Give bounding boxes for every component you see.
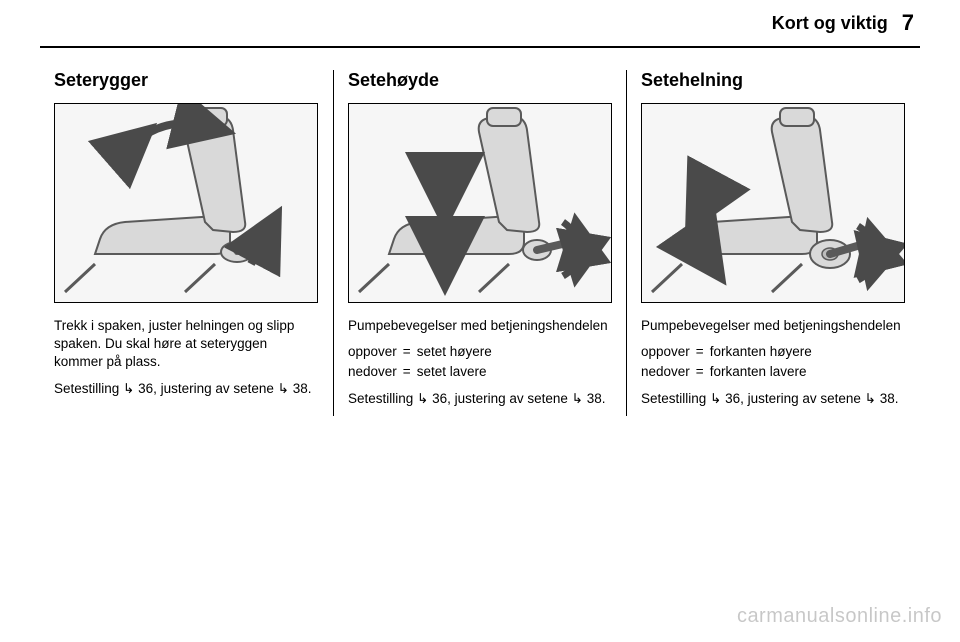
col3-body: Pumpebevegelser med betjenings­hendelen … [641,317,905,408]
equals-sign: = [696,343,704,361]
col3-lead: Pumpebevegelser med betjenings­hendelen [641,317,905,335]
col2-def1-term: oppover [348,343,397,361]
col2-def2-term: nedover [348,363,397,381]
equals-sign: = [403,343,411,361]
col2-tail: Setestilling ↳ 36, justering av se­tene … [348,390,612,408]
col1-body: Trekk i spaken, juster helningen og slip… [54,317,319,398]
equals-sign: = [696,363,704,381]
col3-figure [641,103,905,303]
col3-def2-desc: forkanten lavere [710,363,905,381]
page: Kort og viktig 7 Seterygger [0,0,960,642]
page-header: Kort og viktig 7 [40,0,920,48]
col3-def1-term: oppover [641,343,690,361]
col2-def1-desc: setet høyere [417,343,612,361]
seat-tilt-icon [642,104,905,303]
col3-def1-desc: forkanten høyere [710,343,905,361]
header-page-number: 7 [902,10,914,36]
seat-height-icon [349,104,612,303]
col2-heading: Setehøyde [348,70,612,91]
col1-figure [54,103,318,303]
equals-sign: = [403,363,411,381]
seat-backrest-icon [55,104,318,303]
watermark: carmanualsonline.info [737,605,942,628]
col2-lead: Pumpebevegelser med betjenings­hendelen [348,317,612,335]
col1-para-1: Trekk i spaken, juster helningen og slip… [54,317,319,372]
column-2: Setehøyde [333,70,626,416]
col2-def2-desc: setet lavere [417,363,612,381]
col2-body: Pumpebevegelser med betjenings­hendelen … [348,317,612,408]
col1-heading: Seterygger [54,70,319,91]
col2-figure [348,103,612,303]
col3-heading: Setehelning [641,70,905,91]
header-section-title: Kort og viktig [772,13,888,34]
col2-deflist: oppover = setet høyere nedover = setet l… [348,343,612,381]
column-3: Setehelning [626,70,919,416]
col3-deflist: oppover = forkanten høyere nedover = for… [641,343,905,381]
col1-para-2: Setestilling ↳ 36, justering av se­tene … [54,380,319,398]
col3-def2-term: nedover [641,363,690,381]
col3-tail: Setestilling ↳ 36, justering av se­tene … [641,390,905,408]
column-1: Seterygger [40,70,333,416]
columns: Seterygger [40,70,920,416]
